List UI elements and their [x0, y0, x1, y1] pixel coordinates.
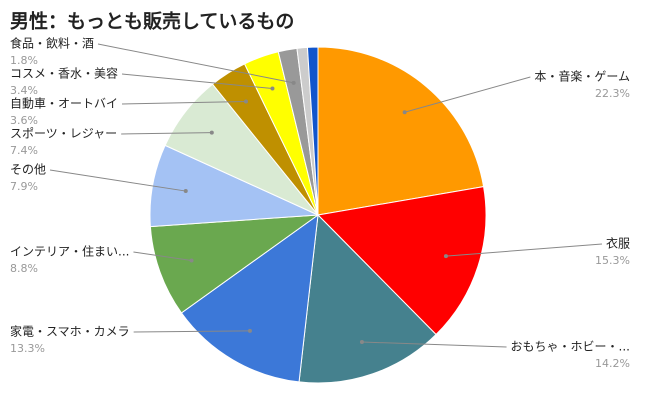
- leader-dot: [443, 254, 448, 259]
- slice-value-label: 7.4%: [10, 144, 38, 157]
- slice-value-label: 3.4%: [10, 84, 38, 97]
- leader-line: [133, 251, 192, 262]
- pie-slice: [149, 214, 320, 314]
- slice-label: 本・音楽・ゲーム: [534, 69, 630, 84]
- leader-line: [49, 169, 186, 192]
- leader-dot: [183, 189, 188, 194]
- slice-label: 食品・飲料・酒: [10, 36, 94, 51]
- slice-value-label: 14.2%: [595, 357, 630, 370]
- leader-dot: [270, 86, 275, 91]
- slice-label: 自動車・オートバイ: [10, 97, 118, 111]
- leader-line: [133, 330, 250, 333]
- slice-value-label: 7.9%: [10, 180, 38, 193]
- slice-value-label: 3.6%: [10, 114, 38, 127]
- leader-dot: [247, 328, 252, 333]
- leader-dot: [243, 99, 248, 104]
- slice-label: おもちゃ・ホビー・...: [511, 340, 630, 354]
- slice-value-label: 1.8%: [10, 54, 38, 67]
- pie-slice: [316, 186, 487, 336]
- leader-dot: [209, 130, 214, 135]
- pie-slice: [306, 46, 319, 216]
- slice-value-label: 8.8%: [10, 262, 38, 275]
- leader-line: [445, 243, 603, 257]
- slice-label: インテリア・住まい...: [10, 245, 129, 259]
- slice-label: コスメ・香水・美容: [10, 66, 118, 81]
- leader-line: [361, 341, 507, 348]
- slice-value-label: 15.3%: [595, 254, 630, 267]
- pie-slice: [180, 213, 319, 383]
- leader-dot: [359, 340, 364, 345]
- leader-line: [404, 76, 531, 113]
- leader-line: [122, 101, 246, 105]
- leader-dot: [402, 110, 407, 115]
- leader-line: [121, 132, 212, 135]
- slice-value-label: 22.3%: [595, 87, 630, 100]
- slice-value-label: 13.3%: [10, 342, 45, 355]
- chart-title: 男性：もっとも販売しているもの: [10, 10, 294, 33]
- slice-label: スポーツ・レジャー: [10, 127, 117, 141]
- slice-label: 家電・スマホ・カメラ: [10, 324, 130, 339]
- slice-label: 衣服: [606, 236, 630, 251]
- slice-label: その他: [10, 163, 46, 177]
- leader-line: [121, 73, 273, 90]
- pie-slice: [317, 46, 485, 216]
- leader-dot: [189, 258, 194, 263]
- leader-line: [97, 43, 294, 84]
- pie-slice: [298, 213, 437, 384]
- leader-dot: [291, 80, 296, 85]
